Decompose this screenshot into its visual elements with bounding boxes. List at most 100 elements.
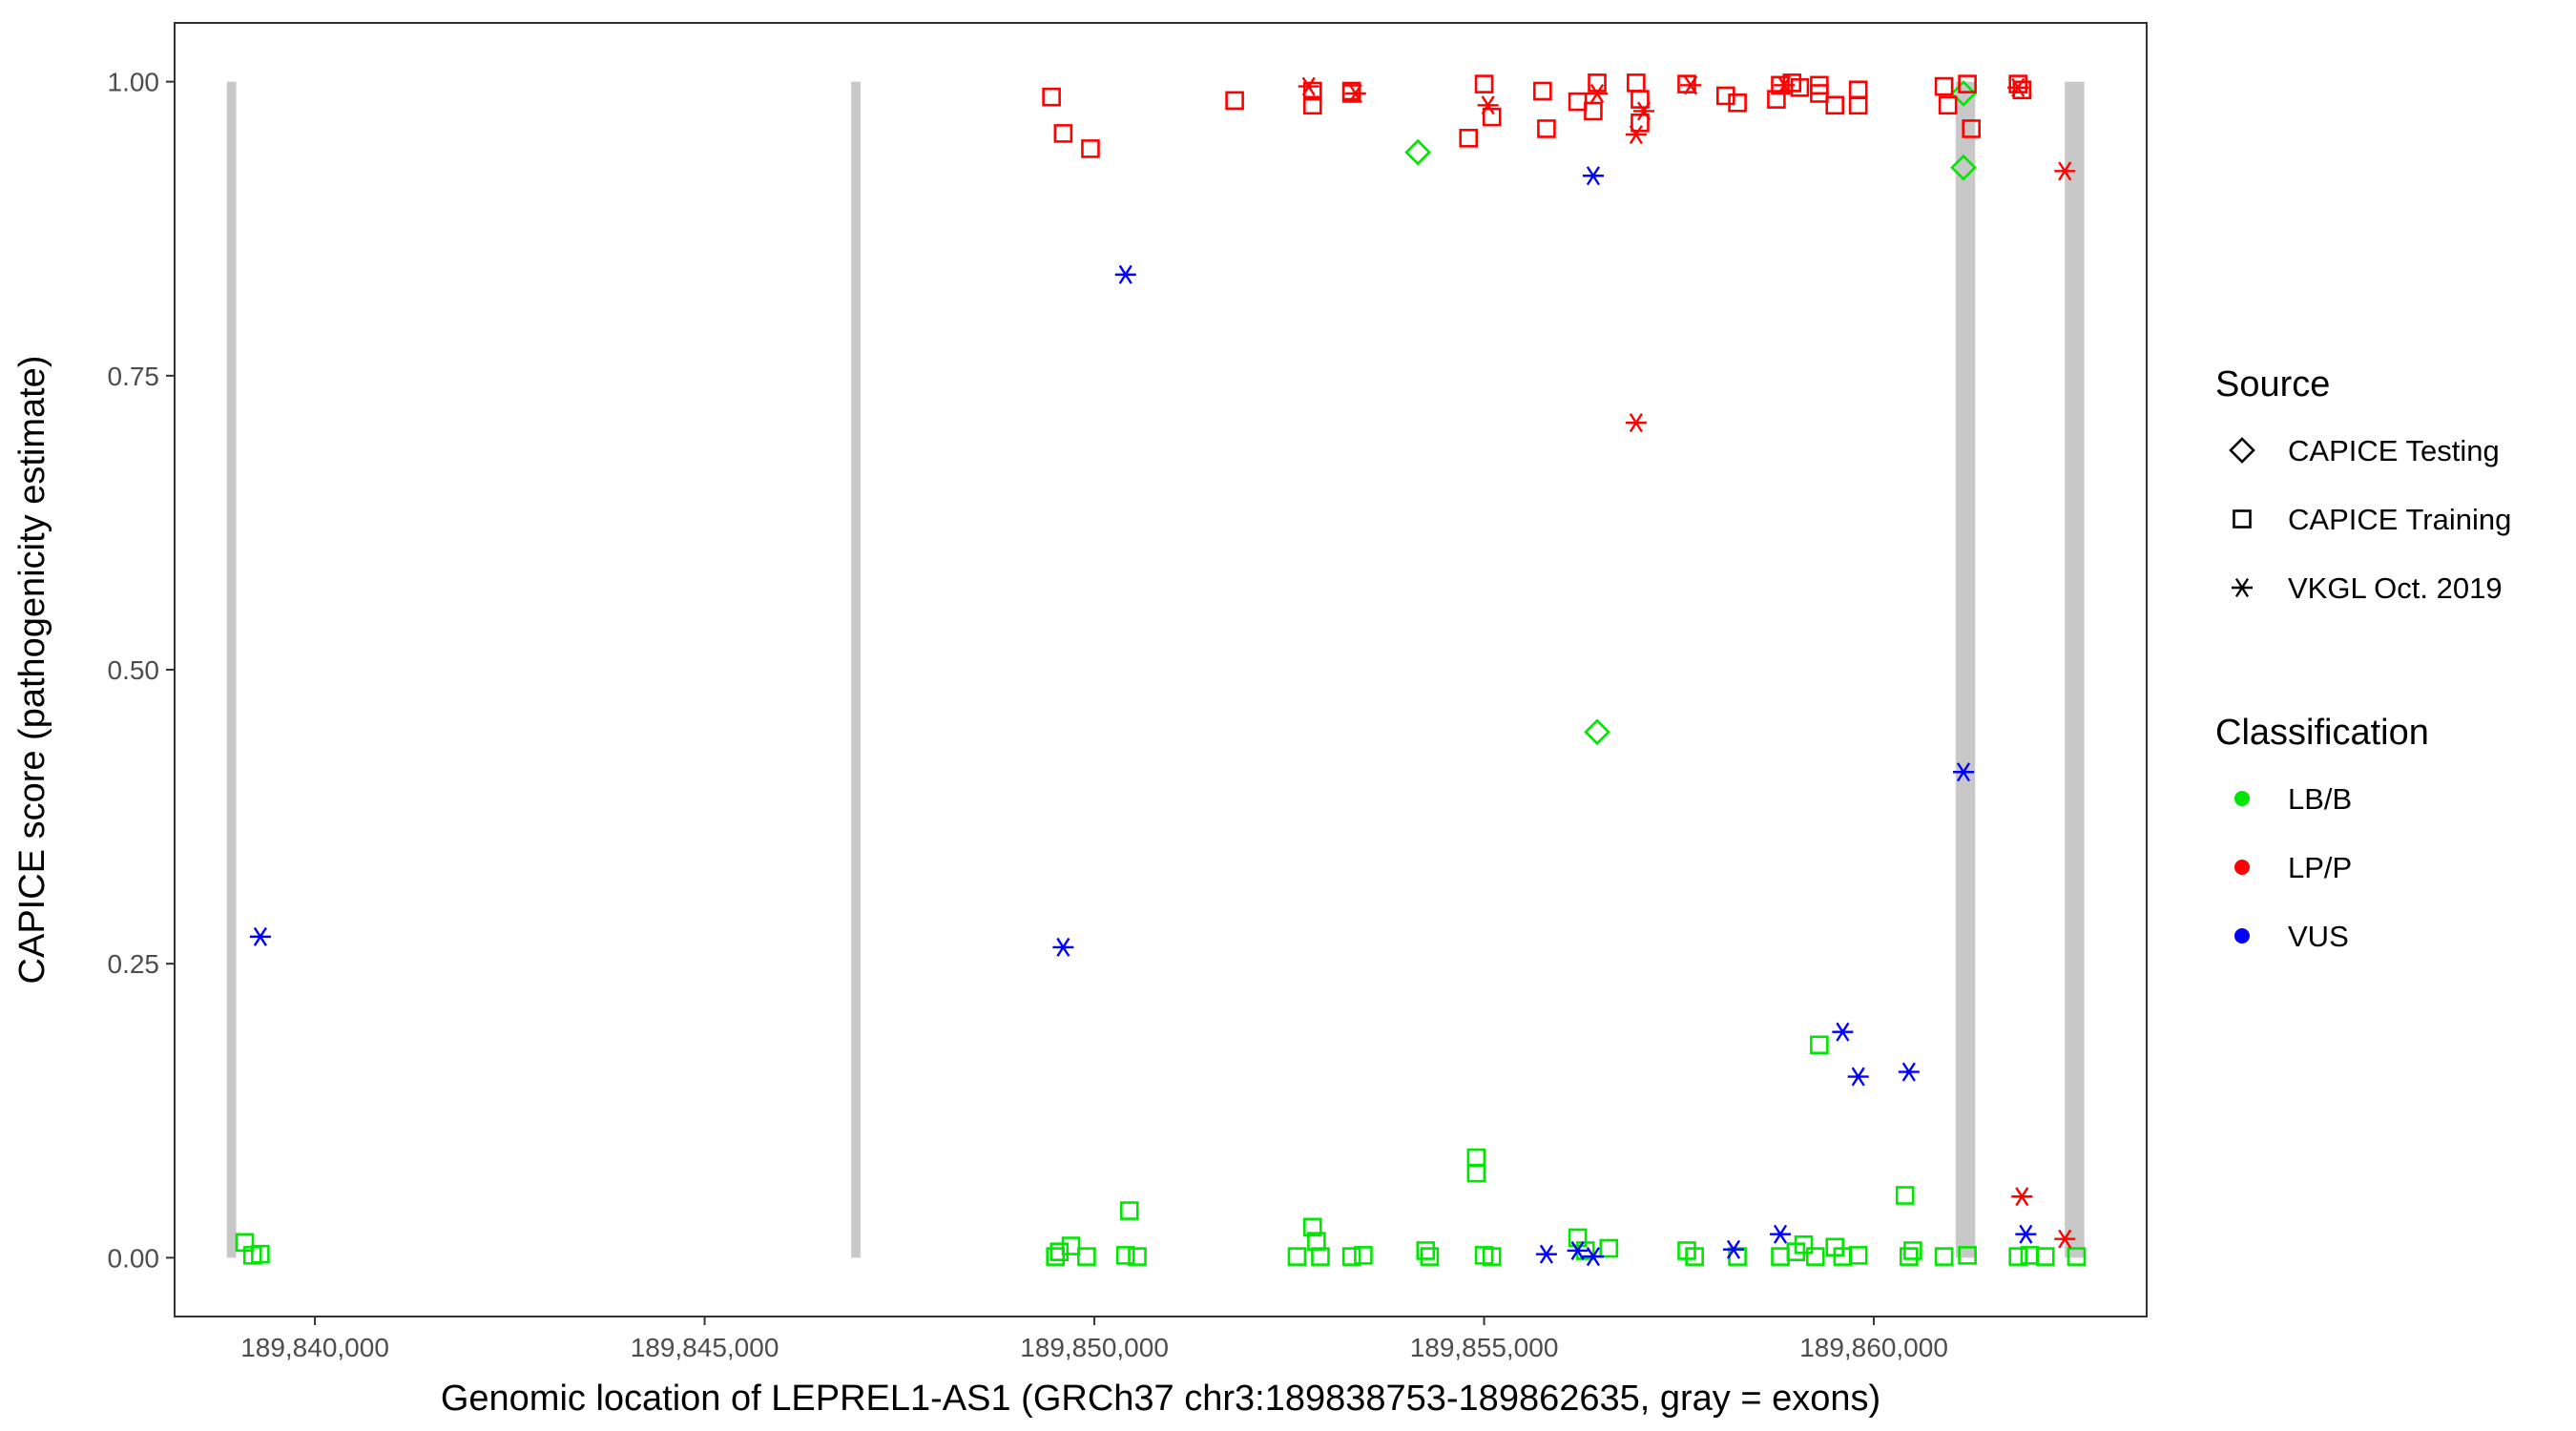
x-axis-title: Genomic location of LEPREL1-AS1 (GRCh37 … xyxy=(441,1379,1880,1419)
data-point xyxy=(2008,1247,2027,1266)
data-point xyxy=(1900,1247,1919,1266)
data-point xyxy=(1114,264,1136,284)
data-point xyxy=(1631,90,1650,109)
legend-source-label: CAPICE Training xyxy=(2288,503,2511,536)
legend-square-icon xyxy=(2233,509,2252,529)
data-point xyxy=(1535,1244,1557,1264)
legend-diamond-icon xyxy=(2229,437,2255,464)
legend-source: Source CAPICE Testing CAPICE Training VKGL… xyxy=(2215,364,2511,605)
data-point xyxy=(1728,93,1747,113)
data-point xyxy=(1354,1246,1373,1265)
legend-source-title: Source xyxy=(2215,364,2330,404)
data-point xyxy=(1115,1246,1135,1265)
data-point xyxy=(2054,1229,2076,1249)
data-point xyxy=(1482,107,1502,127)
data-point xyxy=(1344,83,1366,103)
y-tick-label: 0.50 xyxy=(108,655,160,685)
data-point xyxy=(1934,76,1954,96)
y-tick-label: 1.00 xyxy=(108,68,160,97)
data-point xyxy=(1584,101,1603,121)
data-point xyxy=(1477,95,1499,115)
exon-band-4 xyxy=(2065,81,2085,1258)
y-tick-label: 0.00 xyxy=(108,1243,160,1273)
data-point xyxy=(1061,1236,1081,1255)
data-point xyxy=(1962,119,1981,138)
y-axis-title: CAPICE score (pathogenicity estimate) xyxy=(12,356,52,985)
data-point xyxy=(1895,1186,1915,1205)
data-point xyxy=(1584,718,1610,746)
data-point xyxy=(1805,1247,1825,1266)
axes: 189,840,000 189,845,000 189,850,000 189,855… xyxy=(108,68,1948,1362)
data-point xyxy=(1599,1238,1619,1258)
data-point xyxy=(1953,762,1975,782)
data-point xyxy=(1631,113,1650,133)
data-point xyxy=(1042,87,1061,107)
x-tick-label: 189,840,000 xyxy=(240,1333,389,1362)
data-point xyxy=(1120,1201,1139,1220)
legend-source-label: CAPICE Testing xyxy=(2288,434,2500,467)
data-point xyxy=(1938,95,1958,115)
data-point xyxy=(1633,101,1655,121)
data-point xyxy=(1077,1247,1096,1266)
data-point xyxy=(1794,1235,1814,1255)
data-point xyxy=(1482,1247,1502,1266)
data-point xyxy=(2007,77,2029,97)
legend-classification-label: VUS xyxy=(2288,920,2349,953)
data-point xyxy=(1567,1240,1589,1260)
data-point xyxy=(1832,1022,1854,1042)
x-tick-label: 189,850,000 xyxy=(1020,1333,1169,1362)
legend-classification-label: LP/P xyxy=(2288,851,2352,884)
data-point xyxy=(1625,413,1647,433)
y-tick-label: 0.75 xyxy=(108,362,160,391)
data-point xyxy=(1420,1247,1440,1266)
data-point xyxy=(1950,80,1977,107)
data-point xyxy=(2067,1247,2087,1266)
data-point xyxy=(1898,1062,1920,1082)
x-tick-label: 189,855,000 xyxy=(1410,1333,1559,1362)
data-point xyxy=(1311,1247,1330,1266)
data-point xyxy=(1722,1239,1744,1259)
data-point xyxy=(1790,78,1810,97)
data-point xyxy=(1128,1247,1147,1266)
data-point xyxy=(1341,1247,1361,1266)
data-point xyxy=(1052,937,1074,957)
data-point xyxy=(1225,91,1244,111)
data-point xyxy=(1298,76,1319,96)
data-point xyxy=(1416,1241,1436,1260)
legend-asterisk-icon xyxy=(2232,577,2253,598)
data-point xyxy=(1774,75,1796,95)
data-point xyxy=(1848,1246,1868,1265)
data-point xyxy=(1303,1217,1322,1237)
legend-dot-icon xyxy=(2234,928,2250,944)
data-point xyxy=(1303,95,1322,115)
data-point xyxy=(249,926,271,946)
data-point xyxy=(1587,83,1609,103)
data-point xyxy=(1770,1224,1792,1244)
data-point xyxy=(1533,81,1552,101)
data-point xyxy=(1825,95,1845,115)
data-point xyxy=(1537,119,1556,138)
legend-classification-label: LB/B xyxy=(2288,782,2352,816)
data-point xyxy=(1680,75,1702,95)
data-point xyxy=(1767,90,1786,109)
legend-classification: Classification LB/B LP/P VUS xyxy=(2215,713,2429,953)
data-point xyxy=(1848,95,1868,115)
legend-dot-icon xyxy=(2234,860,2250,875)
exon-band-3 xyxy=(1955,81,1976,1258)
exon-band-2 xyxy=(851,81,861,1258)
data-point xyxy=(2011,1187,2033,1207)
x-tick-label: 189,845,000 xyxy=(631,1333,779,1362)
data-point xyxy=(1810,1035,1829,1055)
legend-source-label: VKGL Oct. 2019 xyxy=(2288,571,2503,605)
data-point xyxy=(1404,138,1431,166)
data-point xyxy=(1459,129,1479,148)
exon-bands xyxy=(226,81,2085,1258)
exon-band-1 xyxy=(226,81,237,1258)
data-point xyxy=(251,1244,270,1264)
x-tick-label: 189,860,000 xyxy=(1799,1333,1948,1362)
data-point xyxy=(1049,1242,1070,1261)
data-point xyxy=(1958,1246,1977,1265)
data-point xyxy=(1046,1247,1066,1266)
data-point xyxy=(2008,74,2027,93)
legend-classification-title: Classification xyxy=(2215,713,2429,753)
